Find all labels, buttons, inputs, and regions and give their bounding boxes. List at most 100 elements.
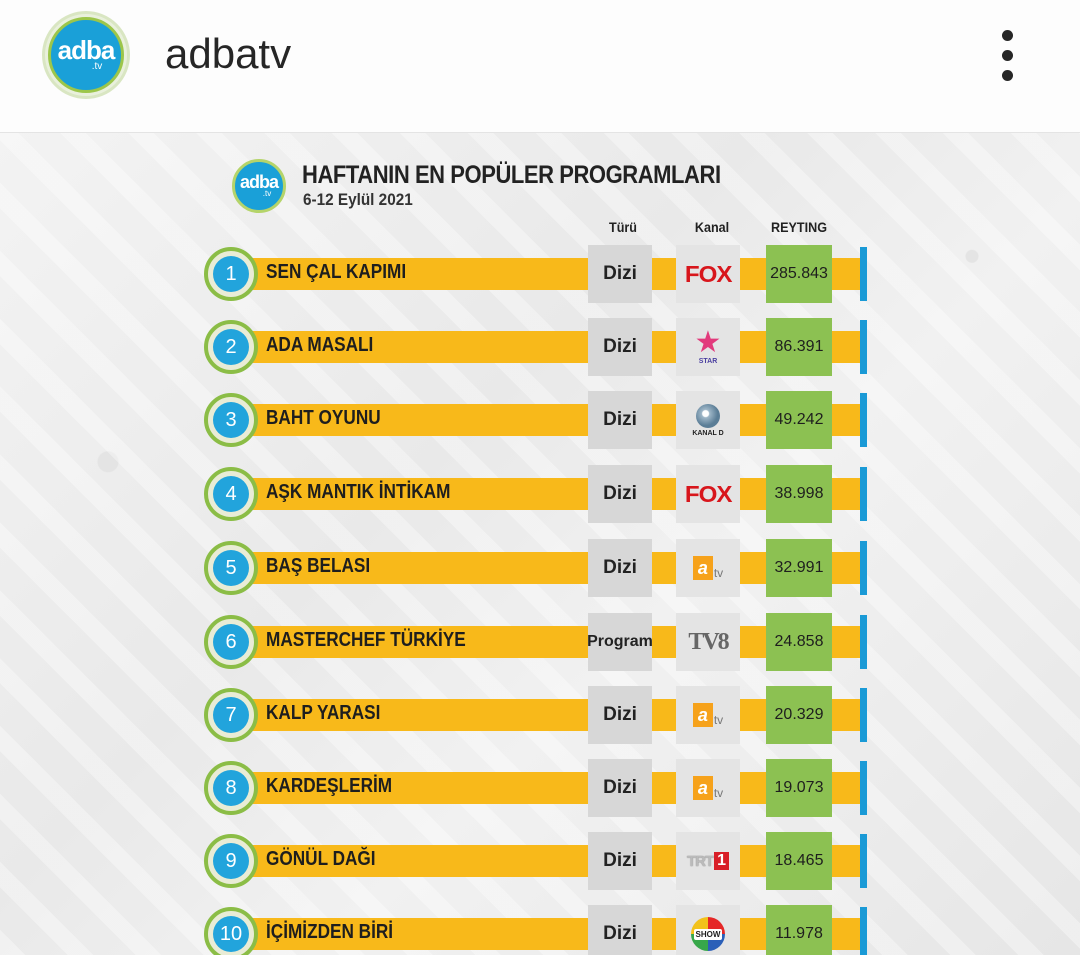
ranking-row: 6 MASTERCHEF TÜRKİYE Program TV8 24.858: [204, 613, 870, 671]
row-bar: [224, 772, 860, 804]
post-logo: adba .tv: [232, 159, 286, 213]
rank-badge: 6: [204, 615, 258, 669]
rank-number: 5: [213, 550, 249, 586]
row-edge: [860, 615, 867, 669]
ranking-row: 2 ADA MASALI Dizi ★ STAR 86.391: [204, 318, 870, 376]
rank-number: 3: [213, 402, 249, 438]
rating-value: 49.242: [766, 391, 832, 449]
rating-value: 24.858: [766, 613, 832, 671]
row-bar: [224, 258, 860, 290]
channel-logo-cell: FOX: [676, 465, 740, 523]
post-header: adba .tv adbatv: [0, 0, 1080, 133]
program-name: AŞK MANTIK İNTİKAM: [266, 481, 451, 503]
row-bar: [224, 699, 860, 731]
ranking-row: 4 AŞK MANTIK İNTİKAM Dizi FOX 38.998: [204, 465, 870, 523]
row-edge: [860, 761, 867, 815]
username-link[interactable]: adbatv: [165, 30, 292, 77]
post-title: HAFTANIN EN POPÜLER PROGRAMLARI: [302, 161, 721, 189]
rating-value: 18.465: [766, 832, 832, 890]
program-type: Program: [587, 613, 653, 671]
program-type: Dizi: [588, 539, 652, 597]
rank-badge: 1: [204, 247, 258, 301]
row-edge: [860, 907, 867, 955]
post-image[interactable]: adba .tv HAFTANIN EN POPÜLER PROGRAMLARI…: [0, 133, 1080, 955]
post-logo-sub: .tv: [262, 189, 272, 198]
post-date: 6-12 Eylül 2021: [303, 190, 413, 209]
channel-logo-cell: a tv: [676, 759, 740, 817]
rank-badge: 8: [204, 761, 258, 815]
rank-number: 4: [213, 476, 249, 512]
row-bar: [224, 478, 860, 510]
rank-number: 8: [213, 770, 249, 806]
row-edge: [860, 247, 867, 301]
rank-badge: 7: [204, 688, 258, 742]
column-header-channel: Kanal: [694, 219, 730, 235]
rank-badge: 3: [204, 393, 258, 447]
channel-logo-cell: ★ STAR: [676, 318, 740, 376]
rating-value: 285.843: [766, 245, 832, 303]
ranking-row: 7 KALP YARASI Dizi a tv 20.329: [204, 686, 870, 744]
rank-number: 9: [213, 843, 249, 879]
row-edge: [860, 467, 867, 521]
row-bar: [224, 845, 860, 877]
rating-value: 86.391: [766, 318, 832, 376]
trt1-logo-icon: TRT 1: [687, 852, 730, 870]
tv8-logo-icon: TV8: [688, 628, 729, 655]
program-name: MASTERCHEF TÜRKİYE: [266, 629, 466, 651]
rank-number: 10: [213, 916, 249, 952]
program-name: BAHT OYUNU: [266, 407, 381, 429]
fox-logo-icon: FOX: [684, 260, 733, 287]
rank-number: 2: [213, 329, 249, 365]
post-logo-text: adba: [239, 172, 279, 192]
kanal-d-logo-icon: KANAL D: [692, 403, 724, 437]
row-edge: [860, 393, 867, 447]
atv-logo-icon: a tv: [692, 776, 723, 800]
channel-logo-cell: a tv: [676, 539, 740, 597]
program-name: KALP YARASI: [266, 702, 381, 724]
channel-logo-cell: FOX: [676, 245, 740, 303]
rank-badge: 4: [204, 467, 258, 521]
rank-number: 1: [213, 256, 249, 292]
rating-value: 11.978: [766, 905, 832, 955]
rank-badge: 2: [204, 320, 258, 374]
avatar-logo-text: adba: [57, 35, 116, 65]
column-header-type: Türü: [608, 219, 637, 235]
program-type: Dizi: [588, 759, 652, 817]
rating-value: 20.329: [766, 686, 832, 744]
rating-value: 19.073: [766, 759, 832, 817]
fox-logo-icon: FOX: [684, 480, 733, 507]
ranking-row: 3 BAHT OYUNU Dizi KANAL D 49.242: [204, 391, 870, 449]
channel-logo-cell: KANAL D: [676, 391, 740, 449]
vertical-ellipsis-icon[interactable]: [998, 30, 1018, 82]
program-type: Dizi: [588, 245, 652, 303]
show-tv-logo-icon: SHOW: [691, 917, 725, 951]
program-name: SEN ÇAL KAPIMI: [266, 261, 407, 283]
program-type: Dizi: [588, 905, 652, 955]
program-type: Dizi: [588, 318, 652, 376]
program-type: Dizi: [588, 686, 652, 744]
rank-badge: 9: [204, 834, 258, 888]
program-name: İÇİMİZDEN BİRİ: [266, 921, 394, 943]
program-type: Dizi: [588, 465, 652, 523]
ranking-row: 1 SEN ÇAL KAPIMI Dizi FOX 285.843: [204, 245, 870, 303]
star-tv-logo-icon: ★ STAR: [694, 326, 722, 366]
program-name: BAŞ BELASI: [266, 555, 371, 577]
avatar-logo: adba .tv: [48, 17, 124, 93]
profile-avatar[interactable]: adba .tv: [42, 11, 130, 99]
row-edge: [860, 541, 867, 595]
row-bar: [224, 552, 860, 584]
program-name: ADA MASALI: [266, 334, 374, 356]
row-edge: [860, 688, 867, 742]
row-bar: [224, 404, 860, 436]
program-type: Dizi: [588, 832, 652, 890]
rating-value: 38.998: [766, 465, 832, 523]
program-type: Dizi: [588, 391, 652, 449]
ranking-row: 9 GÖNÜL DAĞI Dizi TRT 1 18.465: [204, 832, 870, 890]
channel-logo-cell: TV8: [676, 613, 740, 671]
program-name: GÖNÜL DAĞI: [266, 848, 376, 870]
row-bar: [224, 331, 860, 363]
row-bar: [224, 918, 860, 950]
channel-logo-cell: SHOW: [676, 905, 740, 955]
ranking-row: 5 BAŞ BELASI Dizi a tv 32.991: [204, 539, 870, 597]
row-edge: [860, 320, 867, 374]
